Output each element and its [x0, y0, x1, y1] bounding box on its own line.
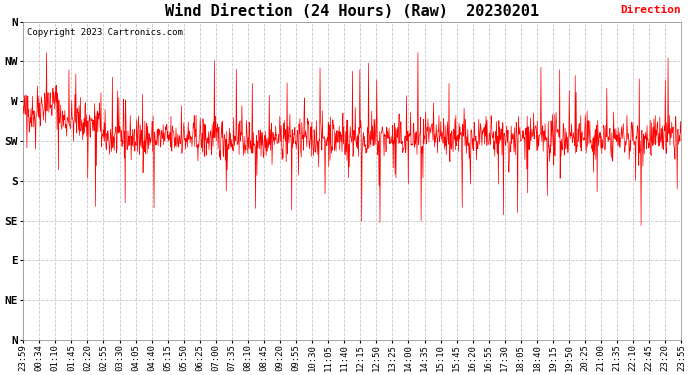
Text: Direction: Direction: [620, 5, 681, 15]
Text: Copyright 2023 Cartronics.com: Copyright 2023 Cartronics.com: [26, 28, 182, 37]
Title: Wind Direction (24 Hours) (Raw)  20230201: Wind Direction (24 Hours) (Raw) 20230201: [165, 4, 540, 19]
